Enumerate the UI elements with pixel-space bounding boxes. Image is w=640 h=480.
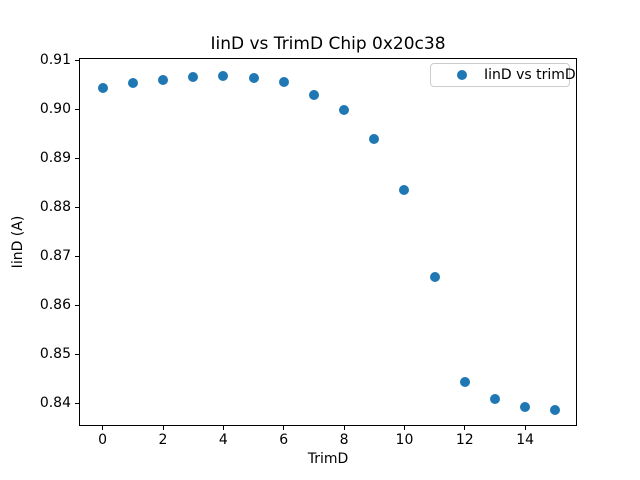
legend-marker-icon (457, 70, 467, 80)
x-tick-label: 10 (395, 432, 414, 448)
y-tick-label: 0.90 (39, 100, 71, 117)
y-tick-label: 0.88 (39, 198, 71, 215)
y-tick-label: 0.87 (39, 247, 71, 264)
y-tick-mark (75, 207, 79, 209)
data-point (550, 405, 561, 416)
data-point (399, 184, 410, 195)
x-tick-mark (524, 426, 526, 430)
data-point (520, 401, 531, 412)
x-tick-mark (283, 426, 285, 430)
y-tick-label: 0.85 (39, 345, 71, 362)
x-axis-label: TrimD (307, 451, 349, 467)
data-point (490, 394, 500, 405)
x-tick-mark (343, 426, 345, 430)
data-point (97, 82, 108, 93)
x-tick-label: 0 (98, 432, 108, 448)
x-tick-mark (102, 426, 104, 430)
data-point (369, 134, 380, 145)
y-tick-mark (75, 256, 79, 258)
data-point (339, 105, 350, 116)
x-tick-mark (464, 426, 466, 430)
x-tick-label: 14 (516, 432, 535, 448)
y-tick-mark (75, 109, 79, 111)
data-point (188, 72, 199, 83)
y-axis-label: IinD (A) (10, 215, 26, 269)
legend-label: IinD vs trimD (484, 67, 576, 83)
data-point (429, 272, 440, 283)
y-tick-label: 0.86 (39, 296, 71, 313)
plot-area: IinD vs trimD 0 2 4 6 8 10 12 14 0.84 0.85 0.86 0.8… (40, 52, 577, 448)
legend: IinD vs trimD (430, 63, 576, 87)
x-tick-mark (162, 426, 164, 430)
y-tick-label: 0.89 (39, 149, 71, 166)
y-tick-label: 0.91 (39, 51, 71, 68)
data-point (158, 74, 168, 85)
data-point (248, 73, 259, 84)
x-tick-label: 8 (339, 432, 349, 448)
y-tick-mark (75, 158, 79, 160)
x-tick-mark (403, 426, 405, 430)
data-point (127, 77, 138, 88)
x-tick-label: 12 (455, 432, 474, 448)
chart-title: IinD vs TrimD Chip 0x20c38 (210, 34, 446, 54)
y-tick-mark (75, 305, 79, 307)
y-tick-mark (75, 60, 79, 62)
y-tick-label: 0.84 (39, 394, 71, 411)
y-tick-mark (75, 354, 79, 356)
x-tick-label: 4 (218, 432, 228, 448)
y-tick-mark (75, 403, 79, 404)
x-tick-label: 6 (279, 432, 289, 448)
data-point (459, 377, 470, 388)
data-point (218, 70, 229, 81)
x-tick-label: 2 (158, 432, 168, 448)
data-point (308, 89, 319, 100)
data-point (278, 77, 289, 88)
x-tick-mark (222, 426, 224, 430)
